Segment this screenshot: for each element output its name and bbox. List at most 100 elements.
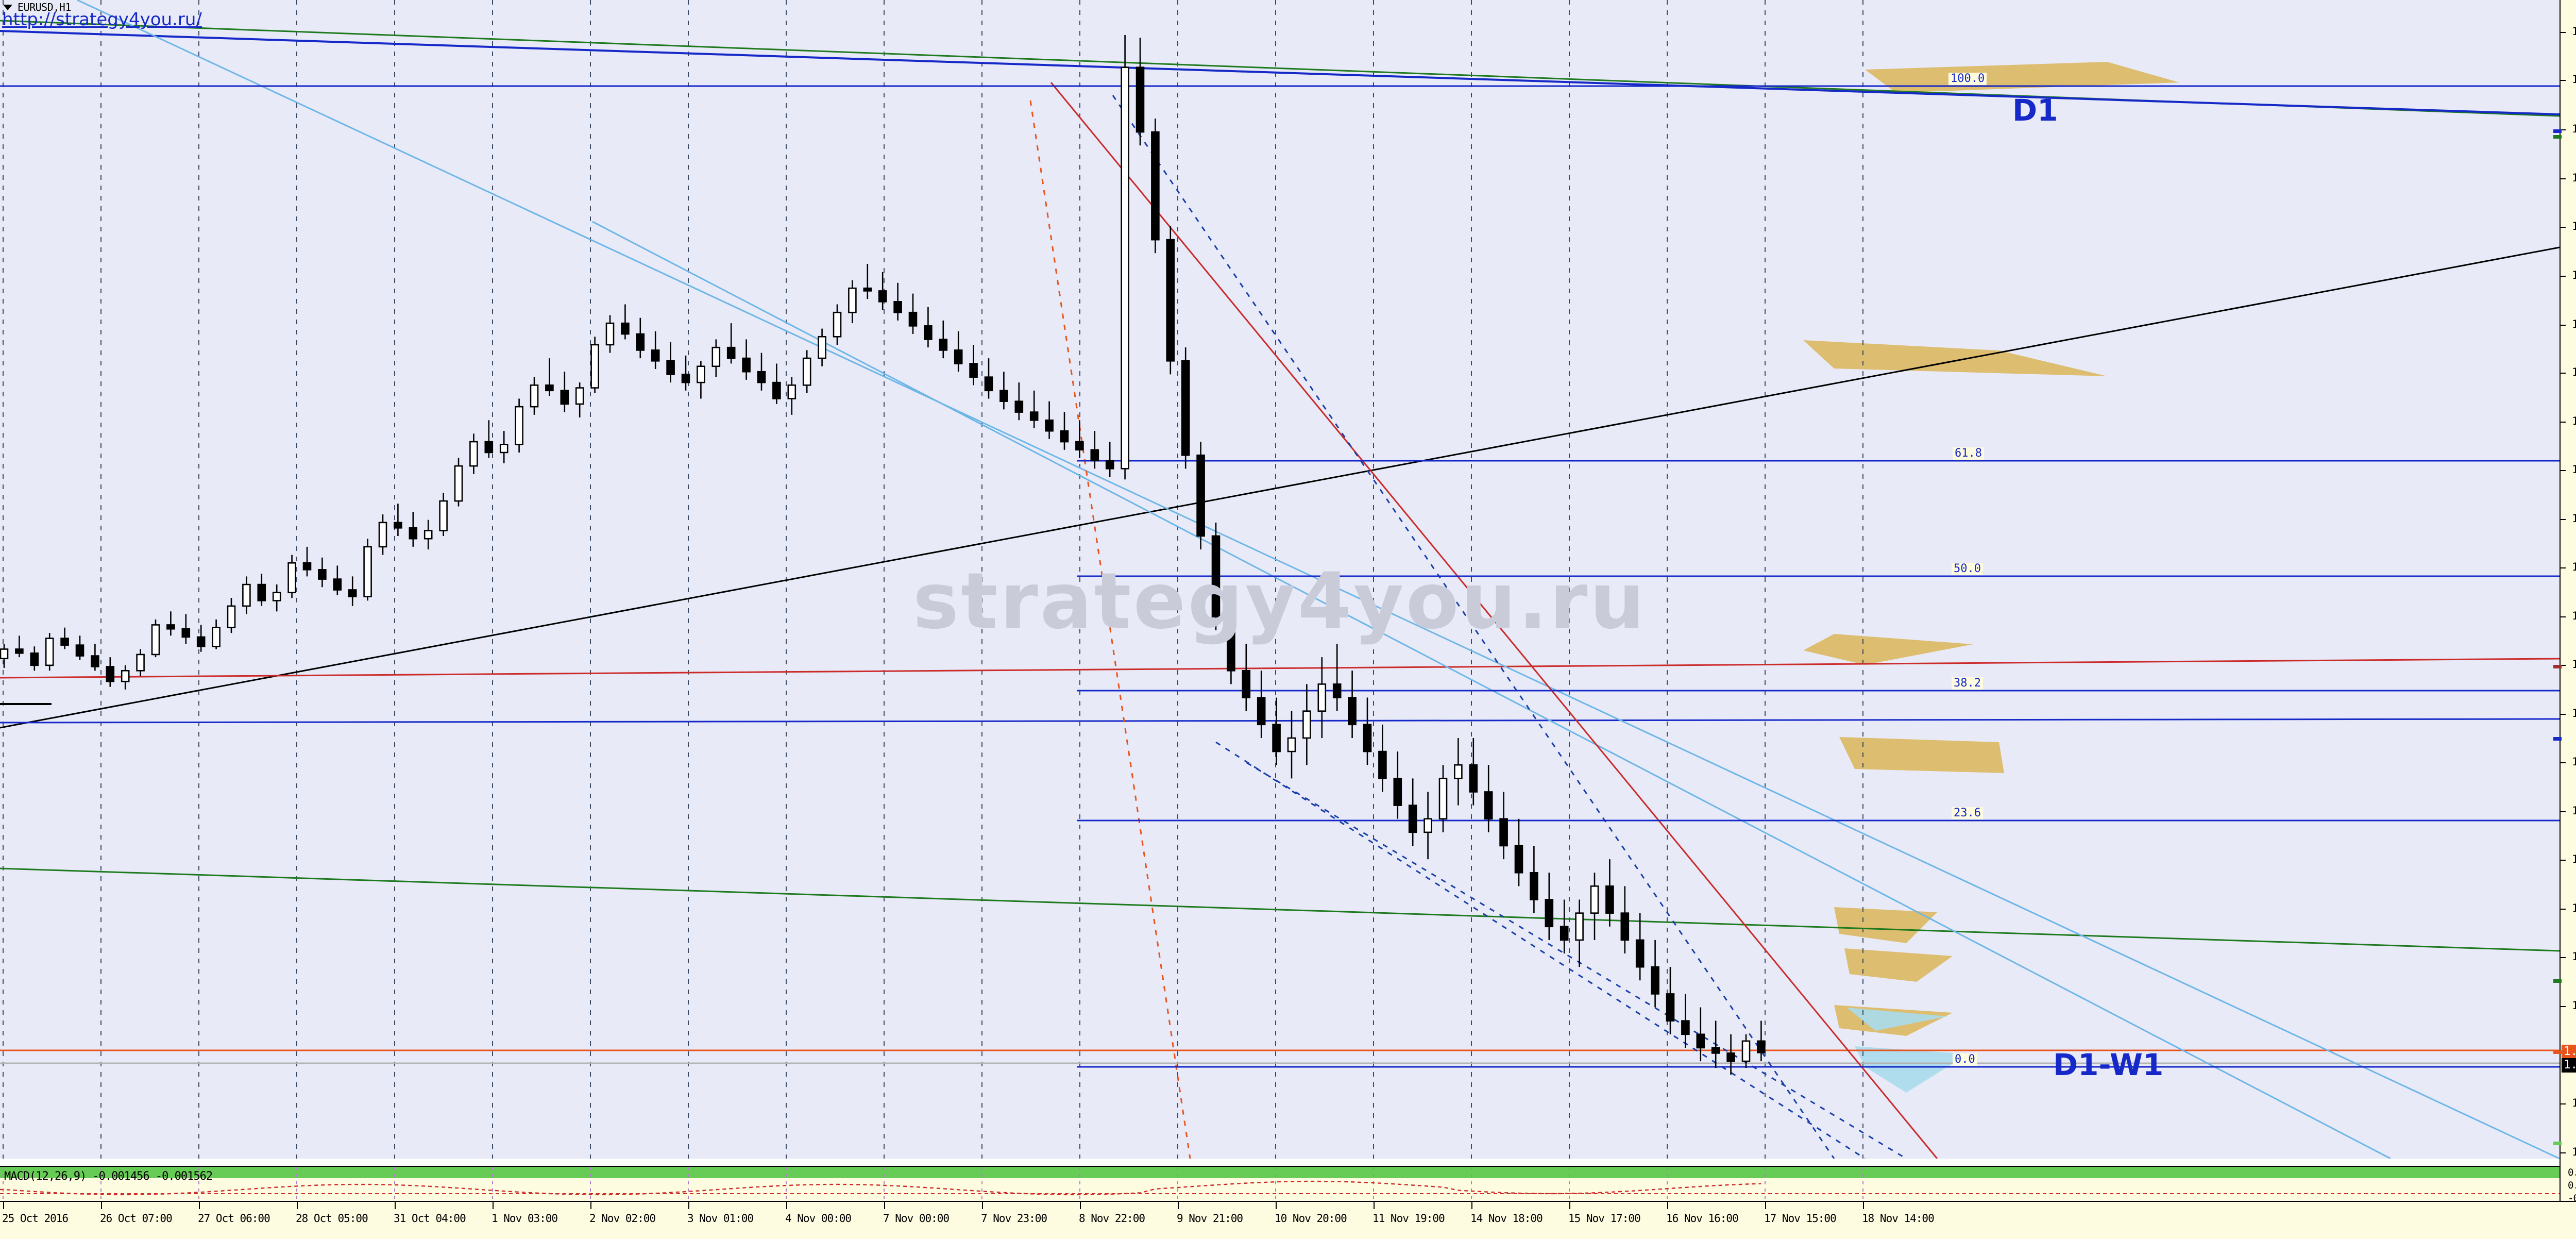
time-axis-tick bbox=[1080, 1202, 1081, 1209]
trend-line-blue-support-mid bbox=[0, 718, 2560, 724]
price-axis-tick bbox=[2561, 519, 2566, 520]
price-axis-tick bbox=[2561, 373, 2566, 374]
time-axis-label: 26 Oct 07:00 bbox=[100, 1212, 173, 1225]
supply-demand-zone-8 bbox=[1855, 1046, 1968, 1093]
time-axis-tick bbox=[1276, 1202, 1277, 1209]
price-axis-level-marker bbox=[2553, 1050, 2562, 1054]
time-axis-tick bbox=[786, 1202, 787, 1209]
candlestick-series bbox=[0, 35, 1766, 1075]
price-axis-label: 1.08830 bbox=[2572, 658, 2576, 671]
supply-demand-zone-1 bbox=[1803, 340, 2107, 376]
time-axis-label: 7 Nov 23:00 bbox=[981, 1212, 1047, 1225]
price-axis-label: 1.12050 bbox=[2572, 220, 2576, 232]
time-axis[interactable]: 25 Oct 2016 26 Oct 07:00 27 Oct 06:00 28 Oc… bbox=[0, 1201, 2576, 1239]
supply-demand-zone-6 bbox=[1834, 1005, 1953, 1036]
price-axis-tick bbox=[2561, 665, 2566, 666]
price-axis[interactable]: 1.13480 1.13125 1.12765 1.12410 1.12050 1.116… bbox=[2553, 0, 2576, 1204]
trend-line-lightblue-down-1 bbox=[77, 0, 2560, 1159]
price-axis-level-marker bbox=[2553, 737, 2562, 741]
supply-demand-zone-4 bbox=[1834, 907, 1937, 943]
macd-histogram-band bbox=[0, 1167, 2560, 1178]
fib-level-label: 0.0 bbox=[1953, 1053, 1977, 1066]
price-axis-label: 1.09905 bbox=[2572, 512, 2576, 525]
time-axis-tick bbox=[688, 1202, 689, 1209]
price-axis-tick bbox=[2561, 227, 2566, 228]
time-axis-label: 27 Oct 06:00 bbox=[198, 1212, 270, 1225]
time-axis-tick bbox=[1471, 1202, 1472, 1209]
time-axis-label: 1 Nov 03:00 bbox=[492, 1212, 558, 1225]
macd-axis-label: 0.00 bbox=[2568, 1180, 2576, 1191]
trend-line-black-uptrend bbox=[0, 246, 2560, 729]
price-axis-label: 1.12765 bbox=[2572, 123, 2576, 135]
dotted-channel-line-1 bbox=[1112, 95, 1835, 1159]
time-axis-tick bbox=[297, 1202, 298, 1209]
time-axis-label: 11 Nov 19:00 bbox=[1372, 1212, 1445, 1225]
site-link[interactable]: http://strategy4you.ru/ bbox=[2, 9, 202, 30]
price-axis-tick bbox=[2561, 422, 2566, 423]
price-axis-label: 1.07760 bbox=[2572, 805, 2576, 817]
time-axis-label: 28 Oct 05:00 bbox=[296, 1212, 368, 1225]
trend-line-lightblue-down-2 bbox=[592, 221, 2391, 1159]
chevron-down-icon[interactable] bbox=[3, 4, 12, 10]
price-axis-tick bbox=[2561, 80, 2566, 81]
supply-demand-zone-2 bbox=[1803, 634, 1973, 665]
time-axis-label: 17 Nov 15:00 bbox=[1764, 1212, 1837, 1225]
symbol-label: EURUSD,H1 bbox=[18, 1, 71, 13]
price-axis-tick bbox=[2561, 909, 2566, 910]
time-axis-tick bbox=[493, 1202, 494, 1209]
price-axis-label: 1.13480 bbox=[2572, 25, 2576, 38]
time-axis-tick bbox=[101, 1202, 102, 1209]
price-axis-label: 1.09190 bbox=[2572, 610, 2576, 622]
price-axis-label: 1.10620 bbox=[2572, 415, 2576, 427]
macd-canvas bbox=[0, 1167, 2560, 1202]
price-axis-label: 1.06325 bbox=[2572, 999, 2576, 1012]
time-axis-label: 25 Oct 2016 bbox=[2, 1212, 69, 1225]
price-chart-pane[interactable] bbox=[0, 0, 2560, 1159]
price-axis-label: 1.12410 bbox=[2572, 172, 2576, 184]
time-axis-tick bbox=[1667, 1202, 1668, 1209]
time-axis-label: 10 Nov 20:00 bbox=[1275, 1212, 1347, 1225]
d1-w1-label: D1-W1 bbox=[2053, 1047, 2164, 1082]
macd-axis-label: 0.005049 bbox=[2568, 1167, 2576, 1178]
time-axis-tick bbox=[982, 1202, 983, 1209]
time-axis-label: 8 Nov 22:00 bbox=[1079, 1212, 1145, 1225]
time-axis-tick bbox=[3, 1202, 4, 1209]
time-axis-label: 7 Nov 00:00 bbox=[883, 1212, 950, 1225]
d1-label: D1 bbox=[2012, 93, 2058, 128]
price-chart-canvas bbox=[0, 0, 2560, 1159]
trend-line-blue-resistance-top bbox=[0, 30, 2560, 115]
time-axis-label: 18 Nov 14:00 bbox=[1862, 1212, 1935, 1225]
price-axis-label: 1.05255 bbox=[2572, 1146, 2576, 1158]
price-axis-label: 1.11695 bbox=[2572, 269, 2576, 281]
bid-price-tag: 1.05914 bbox=[2562, 1045, 2576, 1059]
time-axis-tick bbox=[1374, 1202, 1375, 1209]
macd-indicator-pane[interactable] bbox=[0, 1166, 2560, 1203]
price-axis-level-marker bbox=[2553, 979, 2562, 983]
dotted-channel-line-2 bbox=[1215, 741, 1866, 1159]
current-price-tag: 1.05864 bbox=[2562, 1058, 2576, 1073]
fib-level-label: 100.0 bbox=[1948, 73, 1987, 85]
macd-axis-label: -0.004924 bbox=[2568, 1193, 2576, 1204]
time-axis-tick bbox=[1178, 1202, 1179, 1209]
fib-level-label: 50.0 bbox=[1952, 563, 1983, 575]
price-axis-tick bbox=[2561, 470, 2566, 471]
price-axis-tick bbox=[2561, 860, 2566, 861]
price-axis-label: 1.05610 bbox=[2572, 1097, 2576, 1109]
fib-level-label: 38.2 bbox=[1952, 677, 1983, 690]
fib-level-label: 23.6 bbox=[1952, 807, 1983, 819]
price-axis-tick bbox=[2561, 32, 2566, 33]
time-axis-tick bbox=[590, 1202, 591, 1209]
price-axis-label: 1.09545 bbox=[2572, 561, 2576, 573]
price-axis-tick bbox=[2561, 811, 2566, 812]
price-axis-label: 1.11335 bbox=[2572, 318, 2576, 330]
symbol-bar[interactable]: EURUSD,H1 bbox=[3, 1, 71, 13]
macd-signal-line bbox=[0, 1180, 1761, 1196]
price-axis-tick bbox=[2561, 1152, 2566, 1153]
time-axis-tick bbox=[884, 1202, 885, 1209]
time-axis-label: 2 Nov 02:00 bbox=[589, 1212, 656, 1225]
price-axis-tick bbox=[2561, 1006, 2566, 1007]
price-axis-label: 1.06685 bbox=[2572, 950, 2576, 963]
time-axis-label: 4 Nov 00:00 bbox=[785, 1212, 852, 1225]
dotted-channel-line-0 bbox=[1029, 100, 1191, 1159]
